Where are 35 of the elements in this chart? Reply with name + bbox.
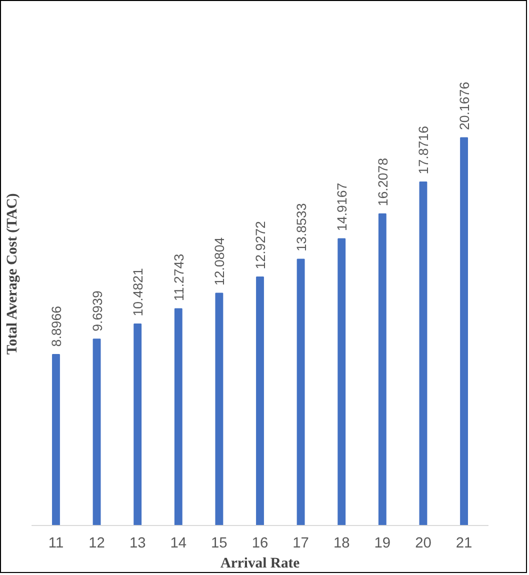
bar [52, 354, 60, 526]
bar [460, 137, 468, 526]
x-tick-label: 19 [374, 536, 391, 552]
data-label: 17.8716 [416, 126, 432, 174]
data-label: 11.2743 [171, 254, 186, 302]
x-tick-label: 11 [48, 536, 64, 552]
x-tick-label: 20 [415, 536, 432, 552]
x-axis-title: Arrival Rate [220, 556, 300, 572]
bar [419, 181, 428, 526]
bar [92, 338, 101, 526]
bar [215, 292, 224, 526]
data-label: 12.9272 [253, 221, 268, 270]
data-label: 9.6939 [90, 290, 105, 332]
bar [174, 308, 182, 526]
data-label: 16.2078 [375, 158, 390, 206]
x-tick-label: 14 [170, 536, 187, 552]
x-tick-label: 21 [456, 536, 472, 552]
y-axis-title: Total Average Cost (TAC) [4, 193, 20, 355]
data-label: 14.9167 [334, 182, 350, 231]
bar [338, 238, 346, 526]
data-label: 10.4821 [130, 268, 146, 316]
x-tick-label: 13 [129, 536, 146, 552]
data-label: 13.8533 [294, 203, 309, 252]
bar [296, 258, 305, 526]
x-tick-label: 18 [333, 536, 350, 552]
bar [378, 213, 386, 526]
x-tick-label: 17 [292, 536, 309, 552]
data-label: 20.1676 [457, 82, 472, 130]
data-label: 8.8966 [48, 306, 64, 347]
bar [256, 276, 264, 526]
bar [134, 323, 142, 526]
x-tick-label: 12 [88, 536, 105, 552]
x-tick-label: 16 [252, 536, 268, 552]
x-tick-label: 15 [211, 536, 228, 552]
data-label: 12.0804 [212, 236, 228, 286]
